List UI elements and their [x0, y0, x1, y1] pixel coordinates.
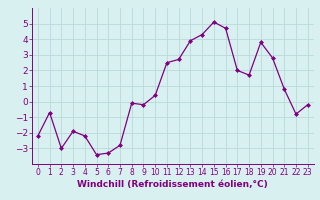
X-axis label: Windchill (Refroidissement éolien,°C): Windchill (Refroidissement éolien,°C)	[77, 180, 268, 189]
